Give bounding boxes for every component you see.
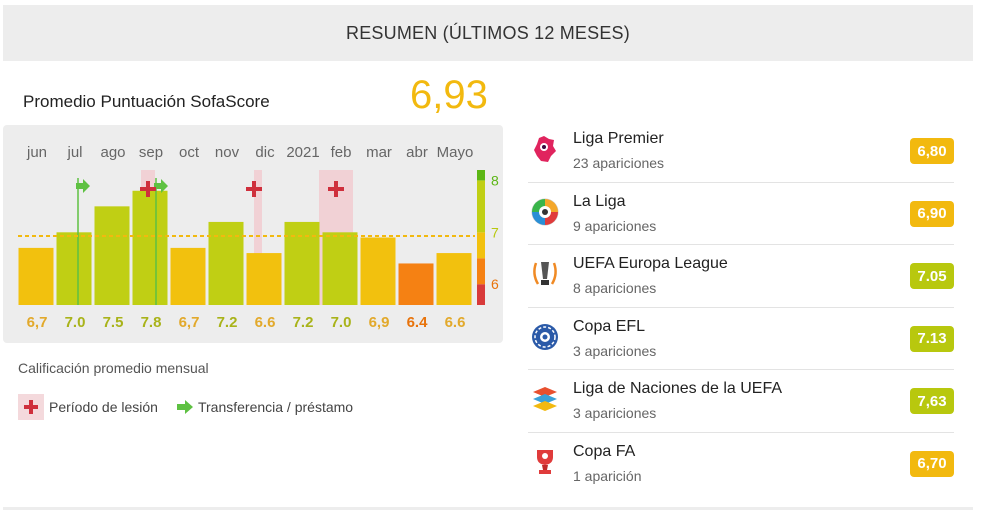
value-label-mar: 6,9 [369, 314, 390, 331]
efl-cup-icon [530, 322, 560, 352]
chart-bar-jun [18, 247, 54, 305]
injury-cross-icon [328, 181, 344, 197]
nations-league-icon [530, 384, 560, 414]
month-label-oct: oct [179, 144, 200, 161]
bottom-divider [3, 507, 973, 510]
month-label-2021: 2021 [286, 144, 319, 161]
competition-appearances: 1 aparición [573, 467, 642, 484]
competition-appearances: 9 apariciones [573, 217, 657, 234]
rating-scale-segment [477, 232, 485, 259]
rating-scale-segment [477, 284, 485, 305]
rating-scale-segment [477, 170, 485, 181]
value-label-sep: 7.8 [141, 314, 162, 331]
chart-bar-ago [94, 206, 130, 305]
y-tick-label: 7 [491, 224, 499, 240]
month-label-dic: dic [255, 144, 275, 161]
legend-transfer-label: Transferencia / préstamo [197, 399, 354, 415]
month-label-nov: nov [215, 144, 240, 161]
y-tick-label: 8 [491, 172, 499, 188]
value-label-oct: 6,7 [179, 314, 200, 331]
injury-cross-icon [246, 181, 262, 197]
value-label-abr: 6.4 [407, 314, 429, 331]
competition-name: Copa FA [573, 442, 636, 460]
month-label-jun: jun [26, 144, 47, 161]
europa-league-icon [530, 259, 560, 289]
chart-bar-feb [322, 232, 358, 305]
chart-bar-dic [246, 253, 282, 305]
competition-row-fa-cup[interactable]: Copa FA 1 aparición 6,70 [528, 433, 954, 496]
competition-name: Copa EFL [573, 317, 646, 335]
competition-appearances: 23 apariciones [573, 155, 665, 171]
monthly-rating-chart: 6 7 8 jun jul ago sep oct nov dic 2021 feb mar abr May… [3, 125, 503, 343]
chart-bar-sep [132, 190, 168, 305]
competition-list: Liga Premier 23 apariciones 6,80 La Liga… [528, 120, 954, 495]
month-label-sep: sep [139, 144, 163, 161]
value-label-dic: 6.6 [255, 314, 276, 331]
chart-legend: Período de lesión Transferencia / présta… [18, 394, 353, 420]
chart-bar-mar [360, 237, 396, 305]
competition-appearances: 8 apariciones [573, 280, 657, 296]
average-rating-value: 6,93 [410, 73, 488, 117]
value-label-jul: 7.0 [65, 314, 86, 331]
month-label-Mayo: Mayo [437, 144, 474, 161]
injury-period-band [254, 170, 262, 305]
injury-cross-icon [140, 181, 156, 197]
competition-row-efl-cup[interactable]: Copa EFL 3 apariciones 7.13 [528, 308, 954, 370]
competition-rating-badge: 7,63 [910, 388, 954, 414]
competition-row-premier-league[interactable]: Liga Premier 23 apariciones 6,80 [528, 120, 954, 183]
competition-rating-badge: 7.13 [910, 325, 954, 352]
month-label-mar: mar [366, 144, 392, 161]
chart-bar-nov [208, 221, 244, 305]
value-label-Mayo: 6.6 [445, 314, 466, 331]
average-rating-label: Promedio Puntuación SofaScore [23, 92, 270, 111]
competition-row-europa-league[interactable]: UEFA Europa League 8 apariciones 7.05 [528, 245, 954, 308]
competition-name: La Liga [573, 192, 626, 210]
rating-scale-segment [477, 180, 485, 233]
summary-header: RESUMEN (ÚLTIMOS 12 MESES) [3, 5, 973, 61]
transfer-arrow-icon [154, 179, 168, 193]
y-tick-label: 6 [491, 276, 499, 292]
legend-injury-label: Período de lesión [49, 399, 158, 415]
value-label-ago: 7.5 [103, 314, 124, 331]
chart-bar-oct [170, 247, 206, 305]
transfer-arrow-icon [76, 179, 90, 193]
value-label-2021: 7.2 [293, 314, 314, 331]
competition-appearances: 3 apariciones [573, 342, 657, 359]
transfer-arrow-icon [176, 397, 194, 417]
month-label-feb: feb [331, 144, 352, 161]
competition-rating-badge: 7.05 [910, 263, 954, 289]
chart-svg: 6 7 8 jun jul ago sep oct nov dic 2021 feb mar abr May… [18, 144, 499, 331]
competition-rating-badge: 6,70 [910, 450, 954, 477]
competition-name: Liga Premier [573, 130, 664, 147]
chart-bar-jul [56, 232, 92, 305]
injury-icon [18, 394, 44, 420]
chart-caption: Calificación promedio mensual [18, 360, 209, 376]
competition-appearances: 3 apariciones [573, 405, 657, 421]
value-label-feb: 7.0 [331, 314, 352, 331]
chart-bar-abr [398, 263, 434, 305]
month-label-jul: jul [66, 144, 82, 161]
competition-row-nations-league[interactable]: Liga de Naciones de la UEFA 3 aparicione… [528, 370, 954, 433]
fa-cup-icon [530, 447, 560, 477]
laliga-icon [530, 197, 560, 227]
chart-bar-Mayo [436, 253, 472, 305]
competition-rating-badge: 6,80 [910, 138, 954, 164]
competition-row-laliga[interactable]: La Liga 9 apariciones 6,90 [528, 183, 954, 245]
competition-name: Liga de Naciones de la UEFA [573, 380, 783, 397]
competition-name: UEFA Europa League [573, 255, 728, 272]
chart-bar-2021 [284, 221, 320, 305]
summary-title: RESUMEN (ÚLTIMOS 12 MESES) [346, 22, 630, 43]
rating-scale-segment [477, 258, 485, 285]
month-label-ago: ago [100, 144, 125, 161]
premier-league-icon [530, 134, 560, 164]
competition-rating-badge: 6,90 [910, 200, 954, 227]
value-label-nov: 7.2 [217, 314, 238, 331]
value-label-jun: 6,7 [27, 314, 48, 331]
month-label-abr: abr [406, 144, 428, 161]
